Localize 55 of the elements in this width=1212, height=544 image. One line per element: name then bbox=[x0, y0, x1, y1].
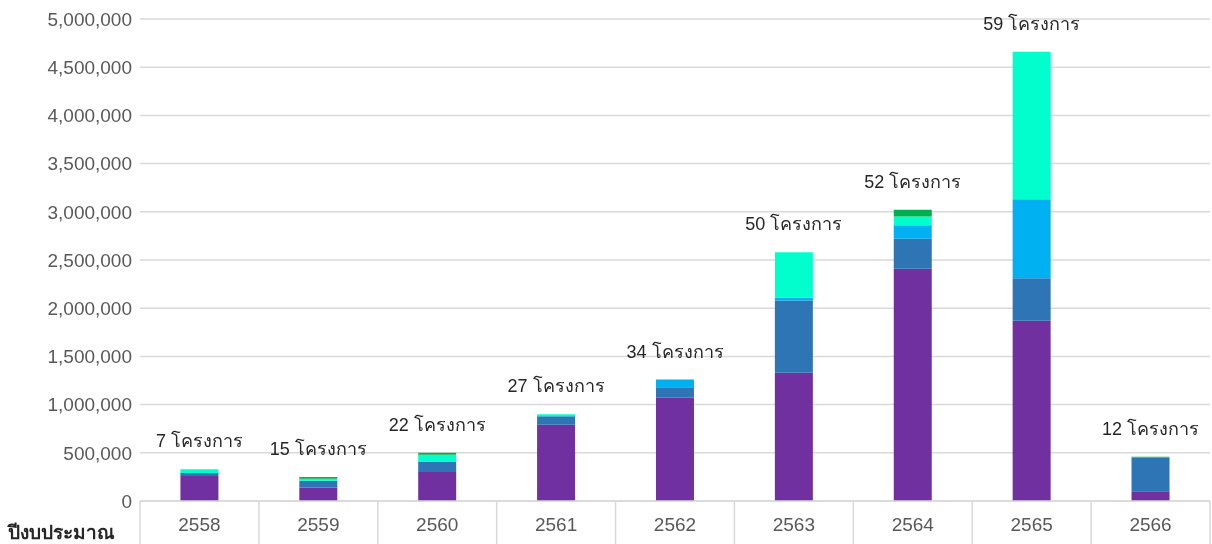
y-tick-label: 3,000,000 bbox=[47, 201, 132, 223]
annotation: 27 โครงการ bbox=[507, 375, 605, 397]
bar bbox=[1012, 278, 1051, 321]
x-tick-label: 2561 bbox=[534, 514, 578, 535]
bar bbox=[1131, 457, 1170, 492]
y-tick-label: 4,500,000 bbox=[47, 56, 132, 78]
x-axis-title: ปีงบประมาณ bbox=[8, 521, 115, 544]
bar bbox=[893, 225, 932, 239]
y-tick-label: 1,500,000 bbox=[47, 346, 132, 368]
annotation: 34 โครงการ bbox=[626, 340, 724, 362]
y-tick-label: 500,000 bbox=[63, 442, 132, 464]
bar bbox=[537, 424, 576, 501]
bar bbox=[655, 397, 694, 501]
bar bbox=[418, 472, 457, 501]
y-tick-label: 5,000,000 bbox=[47, 8, 132, 30]
x-tick-label: 2563 bbox=[772, 514, 816, 535]
y-tick-label: 1,000,000 bbox=[47, 394, 132, 416]
y-tick-label: 0 bbox=[121, 490, 132, 512]
annotation: 59 โครงการ bbox=[983, 12, 1081, 34]
bar bbox=[180, 475, 219, 501]
y-tick-label: 3,500,000 bbox=[47, 153, 132, 175]
bar bbox=[1012, 51, 1051, 200]
annotation: 50 โครงการ bbox=[745, 213, 843, 235]
bar bbox=[893, 238, 932, 269]
bar bbox=[893, 216, 932, 226]
bar bbox=[1012, 320, 1051, 501]
x-tick-label: 2558 bbox=[178, 514, 221, 535]
bar bbox=[299, 480, 338, 488]
annotation: 22 โครงการ bbox=[388, 413, 486, 435]
annotation: 15 โครงการ bbox=[269, 437, 367, 459]
bar bbox=[1012, 199, 1051, 279]
bar bbox=[774, 372, 813, 501]
y-tick-label: 4,000,000 bbox=[47, 105, 132, 127]
bar bbox=[418, 461, 457, 473]
y-tick-label: 2,500,000 bbox=[47, 249, 132, 271]
x-tick-label: 2562 bbox=[653, 514, 697, 535]
x-tick-label: 2559 bbox=[297, 514, 340, 535]
bar bbox=[774, 252, 813, 298]
bar bbox=[774, 300, 813, 373]
bar bbox=[1131, 491, 1170, 501]
bar bbox=[893, 209, 932, 217]
bar bbox=[180, 473, 219, 476]
bar bbox=[655, 387, 694, 398]
bar bbox=[180, 469, 219, 474]
x-tick-label: 2565 bbox=[1010, 514, 1053, 535]
x-tick-label: 2564 bbox=[891, 514, 935, 535]
bar bbox=[655, 379, 694, 388]
annotation: 52 โครงการ bbox=[864, 170, 962, 192]
annotation: 12 โครงการ bbox=[1102, 417, 1200, 439]
y-tick-label: 2,000,000 bbox=[47, 297, 132, 319]
annotation: 7 โครงการ bbox=[155, 430, 243, 452]
bar bbox=[893, 268, 932, 501]
x-tick-label: 2566 bbox=[1129, 514, 1172, 535]
x-tick-label: 2560 bbox=[416, 514, 459, 535]
bar bbox=[537, 416, 576, 425]
